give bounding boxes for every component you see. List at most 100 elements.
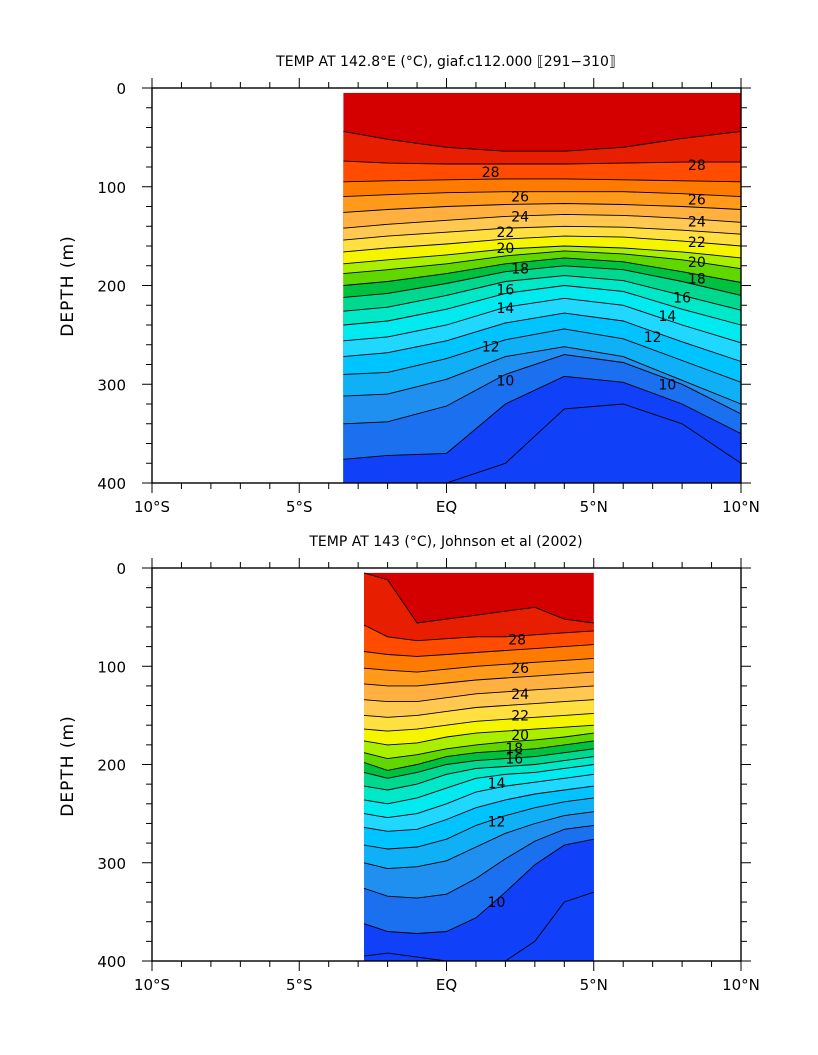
- isotherm-line: [343, 160, 741, 165]
- contour-label: 20: [688, 255, 706, 271]
- chart-title: TEMP AT 142.8°E (°C), giaf.c112.000 ⟦291…: [275, 54, 616, 70]
- isotherm-line: [363, 724, 594, 746]
- panel-model: TEMP AT 142.8°E (°C), giaf.c112.000 ⟦291…: [58, 54, 760, 516]
- isotherm-line: [363, 797, 594, 850]
- y-tick-labels: 0 100 200 300 400: [97, 560, 126, 971]
- isotherm-line: [343, 285, 742, 326]
- isotherm-line: [363, 644, 594, 657]
- isotherm-line: [343, 235, 742, 253]
- isotherm-line: [363, 838, 594, 934]
- y-tick-label: 400: [97, 953, 126, 971]
- y-axis-label: DEPTH (m): [58, 715, 78, 816]
- isotherm-line: [343, 250, 742, 275]
- isotherm-line: [363, 811, 594, 870]
- y-tick-label: 400: [97, 475, 126, 493]
- contour-label: 12: [482, 340, 500, 356]
- contour-label: 24: [511, 209, 529, 225]
- isotherm-line: [343, 213, 742, 229]
- contour-lines: [363, 572, 594, 962]
- contour-label: 12: [488, 814, 506, 830]
- contour-label: 10: [658, 377, 676, 393]
- contour-label: 18: [688, 272, 706, 288]
- x-tick-labels: 10°S 5°S EQ 5°N 10°N: [134, 498, 760, 516]
- isotherm-line: [363, 773, 594, 819]
- y-tick-label: 0: [116, 560, 126, 578]
- x-tick-label: 10°N: [722, 498, 760, 516]
- isotherm-line: [343, 375, 742, 460]
- contour-fill: [364, 572, 594, 961]
- isotherm-line: [343, 257, 742, 286]
- contour-label: 16: [505, 752, 523, 768]
- isotherm-line: [343, 328, 742, 383]
- x-tick-label: 5°S: [286, 498, 313, 516]
- y-tick-label: 300: [97, 376, 126, 394]
- contour-label: 28: [482, 165, 500, 181]
- isotherm-line: [343, 178, 742, 183]
- contour-label: 24: [511, 687, 529, 703]
- contour-label: 18: [511, 262, 529, 278]
- isotherm-line: [363, 785, 594, 832]
- isotherm-line: [343, 346, 742, 405]
- isotherm-line: [343, 354, 742, 425]
- contour-label: 16: [673, 290, 691, 306]
- x-tick-label: 5°S: [286, 976, 313, 994]
- isotherm-line: [363, 748, 594, 779]
- contour-label: 14: [496, 301, 514, 317]
- isotherm-line: [363, 712, 594, 732]
- isotherm-line: [343, 312, 742, 362]
- isotherm-line: [343, 225, 742, 241]
- x-tick-label: 5°N: [580, 498, 608, 516]
- temperature-band: [364, 839, 594, 961]
- isotherm-line: [363, 671, 594, 687]
- contour-label: 14: [658, 309, 676, 325]
- isotherm-line: [363, 699, 594, 718]
- y-tick-label: 100: [97, 658, 126, 676]
- y-tick-label: 200: [97, 278, 126, 296]
- contour-lines: [343, 130, 742, 484]
- contour-label: 18: [505, 741, 523, 757]
- y-axis-label: DEPTH (m): [58, 235, 78, 336]
- y-tick-labels: 0 100 200 300 400: [97, 80, 126, 493]
- contour-label: 26: [511, 190, 529, 206]
- chart-title: TEMP AT 143 (°C), Johnson et al (2002): [308, 534, 582, 550]
- contour-label: 28: [688, 158, 706, 174]
- contour-label: 26: [688, 193, 706, 209]
- isotherm-line: [343, 191, 742, 198]
- y-tick-label: 300: [97, 855, 126, 873]
- x-tick-label: EQ: [436, 498, 457, 516]
- contour-labels: 28 28 26 26 24 24 22 22 20 20 18 18 16 1…: [482, 158, 706, 393]
- contour-label: 14: [488, 776, 506, 792]
- isotherm-line: [363, 756, 594, 791]
- contour-label: 10: [488, 895, 506, 911]
- contour-label: 20: [496, 241, 514, 257]
- isotherm-line: [363, 572, 594, 624]
- y-tick-label: 0: [116, 80, 126, 98]
- isotherm-line: [363, 732, 594, 760]
- isotherm-line: [343, 130, 742, 152]
- y-tick-label: 200: [97, 757, 126, 775]
- isotherm-line: [363, 824, 594, 899]
- x-tick-label: 10°N: [722, 976, 760, 994]
- contour-label: 22: [496, 225, 514, 241]
- x-tick-labels: 10°S 5°S EQ 5°N 10°N: [134, 976, 760, 994]
- contour-label: 26: [511, 661, 529, 677]
- temperature-band: [364, 892, 594, 961]
- contour-fill: [343, 92, 741, 484]
- contour-label: 22: [688, 235, 706, 251]
- contour-label: 22: [511, 708, 529, 724]
- isotherm-line: [363, 740, 594, 771]
- isotherm-line: [363, 685, 594, 703]
- x-tick-label: EQ: [436, 976, 457, 994]
- axis-ticks: [142, 558, 751, 971]
- contour-label: 24: [688, 214, 706, 230]
- temperature-band: [343, 404, 741, 483]
- isotherm-line: [343, 245, 742, 265]
- isotherm-line: [343, 275, 742, 312]
- panel-observations: TEMP AT 143 (°C), Johnson et al (2002) D…: [58, 534, 760, 994]
- isotherm-line: [343, 265, 742, 298]
- contour-label: 16: [496, 282, 514, 298]
- x-tick-label: 10°S: [134, 498, 170, 516]
- plot-frame: [151, 87, 742, 484]
- contour-labels: 28 26 24 22 20 18 16 14 12 10: [488, 633, 529, 911]
